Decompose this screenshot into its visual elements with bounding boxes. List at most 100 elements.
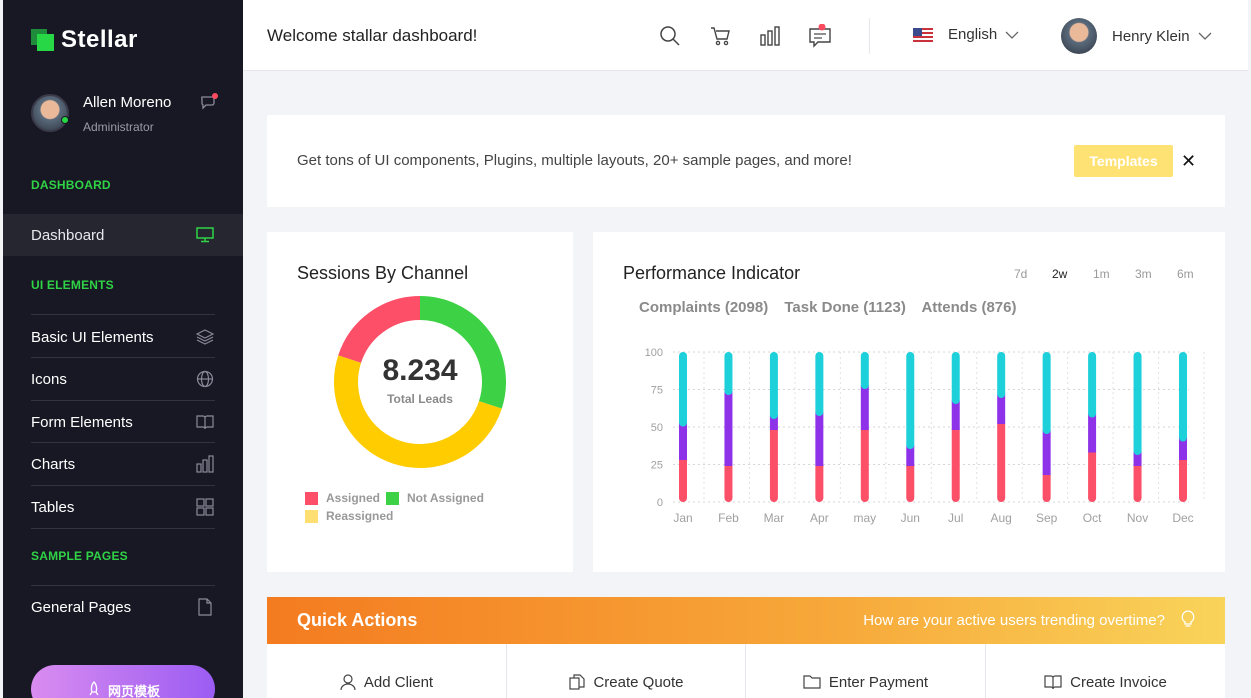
close-icon[interactable]: ✕ (1181, 151, 1197, 171)
sidebar-item-tables[interactable]: Tables (3, 486, 243, 528)
x-tick-label: Mar (764, 511, 785, 525)
action-label: Create Quote (593, 673, 684, 691)
card-title: Performance Indicator (623, 263, 801, 283)
us-flag-icon (913, 27, 933, 42)
messages-icon[interactable] (808, 24, 832, 48)
y-tick-label: 100 (645, 347, 663, 359)
folder-icon (803, 674, 821, 690)
enter-payment-button[interactable]: Enter Payment (746, 644, 985, 698)
bar-chart-icon (195, 454, 215, 474)
legend-label: Assigned (326, 491, 381, 505)
divider (31, 442, 215, 443)
file-icon (195, 597, 215, 617)
add-client-button[interactable]: Add Client (267, 644, 506, 698)
x-tick-label: Jun (901, 511, 920, 525)
create-invoice-button[interactable]: Create Invoice (986, 644, 1225, 698)
chevron-down-icon (1198, 32, 1212, 40)
tab-7d[interactable]: 7d (1014, 267, 1028, 281)
legend-item: Reassigned (305, 509, 393, 523)
y-tick-label: 75 (651, 385, 663, 397)
sidebar-item-basic-ui[interactable]: Basic UI Elements (3, 316, 243, 358)
profile-role: Administrator (83, 120, 154, 134)
performance-card: Performance Indicator 7d 2w 1m 3m 6m Com… (593, 232, 1225, 572)
language-dropdown[interactable]: English (913, 26, 1019, 43)
quick-actions-row: Add Client Create Quote Enter Payment Cr… (267, 644, 1225, 698)
brand[interactable]: Stellar (31, 26, 138, 54)
action-label: Create Invoice (1070, 673, 1167, 691)
promo-label: 网页模板 (107, 684, 160, 698)
divider (31, 357, 215, 358)
profile[interactable]: Allen Moreno Administrator (31, 92, 221, 136)
tab-3m[interactable]: 3m (1135, 267, 1152, 281)
x-tick-label: Jan (673, 511, 692, 525)
section-ui-elements: UI ELEMENTS (31, 278, 114, 292)
quick-actions-bar: Quick Actions How are your active users … (267, 597, 1225, 644)
rocket-icon (89, 681, 99, 696)
chat-icon[interactable] (199, 92, 219, 117)
sidebar-item-label: Icons (31, 370, 67, 388)
language-label: English (948, 26, 998, 43)
x-tick-label: Sep (1036, 511, 1058, 525)
sidebar-item-form-elements[interactable]: Form Elements (3, 401, 243, 443)
sidebar-item-label: General Pages (31, 598, 132, 616)
y-tick-label: 50 (651, 422, 663, 434)
legend-item: Not Assigned (386, 491, 484, 505)
quick-actions-question: How are your active users trending overt… (863, 612, 1165, 629)
sidebar-item-icons[interactable]: Icons (3, 358, 243, 400)
online-status-icon (61, 116, 69, 124)
sidebar-item-general-pages[interactable]: General Pages (3, 586, 243, 628)
sessions-card: Sessions By Channel 8.234 Total Leads As… (267, 232, 573, 572)
total-label: Total Leads (387, 392, 453, 406)
tab-1m[interactable]: 1m (1093, 267, 1110, 281)
user-dropdown[interactable]: Henry Klein (1061, 18, 1212, 54)
grid-icon (195, 497, 215, 517)
layers-icon (195, 327, 215, 347)
sidebar-item-label: Basic UI Elements (31, 328, 154, 346)
legend-label: Not Assigned (407, 491, 484, 505)
sidebar-item-charts[interactable]: Charts (3, 443, 243, 485)
y-tick-label: 0 (657, 497, 663, 509)
divider (31, 400, 215, 401)
section-dashboard: DASHBOARD (31, 178, 111, 192)
divider (31, 314, 215, 315)
sidebar: Stellar Allen Moreno Administrator DASHB… (3, 0, 243, 698)
stat-attends: Attends (876) (921, 299, 1017, 316)
search-icon[interactable] (658, 24, 682, 48)
x-tick-label: Apr (810, 511, 829, 525)
x-tick-label: Dec (1172, 511, 1193, 525)
y-tick-label: 25 (651, 460, 663, 472)
stat-complaints: Complaints (2098) (639, 299, 769, 316)
donut-slice-not-assigned (419, 296, 506, 409)
create-quote-button[interactable]: Create Quote (507, 644, 746, 698)
sidebar-item-label: Charts (31, 455, 76, 473)
tab-2w[interactable]: 2w (1052, 267, 1068, 281)
donut-center: 8.234 Total Leads (334, 354, 506, 406)
action-label: Enter Payment (828, 673, 929, 691)
divider (506, 644, 507, 698)
card-title: Sessions By Channel (297, 263, 469, 283)
lightbulb-icon (1181, 610, 1195, 633)
donut-slice-reassigned (334, 355, 502, 468)
sidebar-item-label: Tables (31, 498, 75, 516)
divider (985, 644, 986, 698)
total-value: 8.234 (382, 354, 458, 387)
banner-text: Get tons of UI components, Plugins, mult… (297, 152, 852, 169)
section-sample-pages: SAMPLE PAGES (31, 549, 128, 563)
x-tick-label: Nov (1127, 511, 1148, 525)
user-name: Henry Klein (1112, 27, 1190, 45)
avatar (31, 94, 69, 132)
donut-svg (334, 296, 506, 468)
legend-label: Reassigned (326, 509, 394, 523)
stat-task-done: Task Done (1123) (784, 299, 906, 316)
brand-name: Stellar (61, 26, 138, 53)
monitor-icon (195, 225, 215, 245)
book-icon (195, 412, 215, 432)
promo-button[interactable]: 网页模板 (31, 665, 215, 698)
bar-chart-icon[interactable] (758, 24, 782, 48)
templates-button[interactable]: Templates (1074, 145, 1173, 177)
tab-6m[interactable]: 6m (1177, 267, 1194, 281)
sidebar-item-dashboard[interactable]: Dashboard (3, 214, 243, 256)
book-icon (1044, 674, 1062, 690)
cart-icon[interactable] (709, 24, 733, 48)
globe-icon (195, 369, 215, 389)
